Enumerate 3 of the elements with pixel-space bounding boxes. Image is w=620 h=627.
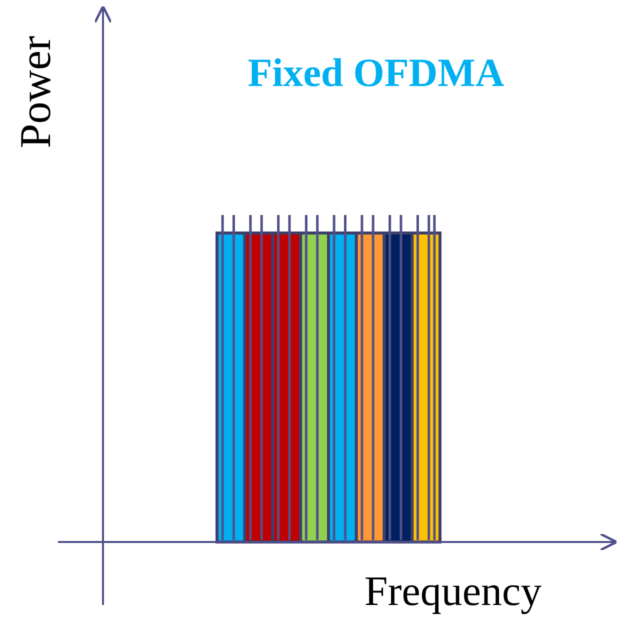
chart-title: Fixed OFDMA (248, 50, 504, 95)
x-axis-title: Frequency (364, 569, 542, 615)
y-axis-title: Power (11, 35, 60, 148)
